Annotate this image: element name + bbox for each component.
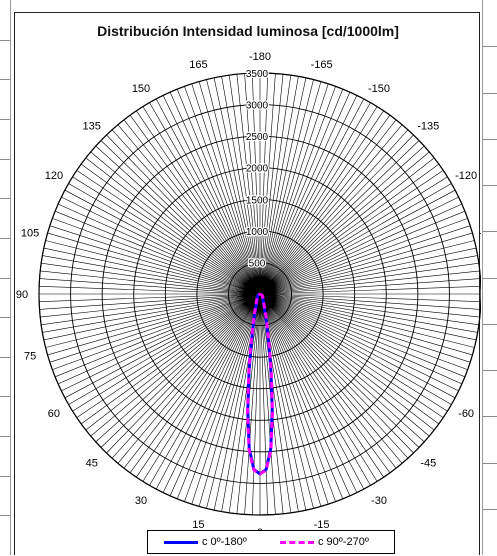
legend-label-series-2: c 90º-270º [318, 536, 369, 548]
strip-row-line [483, 462, 497, 464]
outer-ring [38, 72, 481, 516]
legend-swatch-series-2 [280, 540, 314, 544]
radial-tick-label: 3000 [246, 101, 269, 112]
strip-row-line [0, 515, 10, 517]
angle-label: -180 [249, 51, 271, 63]
strip-row-line [483, 323, 497, 325]
strip-row-line [483, 46, 497, 48]
strip-row-line [0, 118, 10, 120]
angle-label: 150 [132, 83, 150, 95]
strip-row-line [0, 277, 10, 279]
angle-label: -120 [455, 170, 477, 182]
angle-label: 120 [45, 170, 63, 182]
radial-spoke-lines [39, 73, 481, 515]
strip-row-line [0, 237, 10, 239]
radial-tick-label: 500 [249, 258, 266, 269]
strip-row-line [0, 396, 10, 398]
angle-label: -105 [479, 227, 481, 239]
strip-row-line [483, 277, 497, 279]
strip-row-line [0, 317, 10, 319]
grid-ring [70, 104, 450, 484]
strip-row-line [0, 39, 10, 41]
legend: c 0º-180º c 90º-270º [147, 530, 395, 554]
grid-ring [164, 198, 356, 390]
strip-row-line [0, 356, 10, 358]
angle-label: 90 [16, 289, 28, 301]
radial-tick-label: 3500 [246, 69, 269, 80]
grid-ring [101, 135, 419, 453]
legend-label-series-1: c 0º-180º [202, 536, 247, 548]
angle-label: 60 [48, 408, 60, 420]
angle-label: 165 [189, 59, 207, 71]
strip-row-line [0, 198, 10, 200]
chart-area: Distribución Intensidad luminosa [cd/100… [14, 12, 481, 555]
strip-row-line [483, 416, 497, 418]
grid-ring [196, 230, 324, 358]
strip-row-line [0, 475, 10, 477]
angle-label: 105 [21, 227, 39, 239]
angle-label: 30 [135, 495, 147, 507]
strip-row-line [483, 138, 497, 140]
angle-label: 45 [86, 457, 98, 469]
radial-tick-label: 2500 [246, 132, 269, 143]
radial-spokes [39, 73, 481, 515]
left-panel-edge [0, 0, 11, 555]
legend-item-series-2: c 90º-270º [280, 531, 369, 553]
series-line-2 [245, 292, 275, 476]
legend-swatch-series-1 [164, 540, 198, 544]
legend-item-series-1: c 0º-180º [164, 531, 247, 553]
strip-row-line [483, 92, 497, 94]
right-panel-edge [482, 0, 497, 555]
radial-tick-label: 1000 [246, 227, 269, 238]
radial-tick-label: 2000 [246, 164, 269, 175]
angle-label: 15 [192, 519, 204, 531]
angle-label: -150 [368, 83, 390, 95]
angle-label: -15 [314, 519, 330, 531]
angle-label: -30 [371, 495, 387, 507]
grid-ring [133, 167, 387, 421]
angle-label: -45 [420, 457, 436, 469]
angle-label: -165 [311, 59, 333, 71]
strip-row-line [483, 370, 497, 371]
angle-label: -135 [417, 121, 439, 133]
grid-ring [227, 261, 293, 327]
chart-title: Distribución Intensidad luminosa [cd/100… [97, 23, 399, 39]
radial-tick-label: 1500 [246, 195, 269, 206]
polar-plot: 500 1000 1500 2000 2500 3000 3500 -180 165 -165 15… [16, 51, 481, 539]
angle-label: -60 [458, 408, 474, 420]
angle-label: 75 [24, 351, 36, 363]
strip-row-line [0, 436, 10, 438]
strip-row-line [483, 185, 497, 186]
strip-row-line [0, 158, 10, 160]
strip-row-line [483, 231, 497, 233]
angle-label: 135 [83, 121, 101, 133]
strip-row-line [483, 508, 497, 510]
strip-row-line [0, 79, 10, 81]
